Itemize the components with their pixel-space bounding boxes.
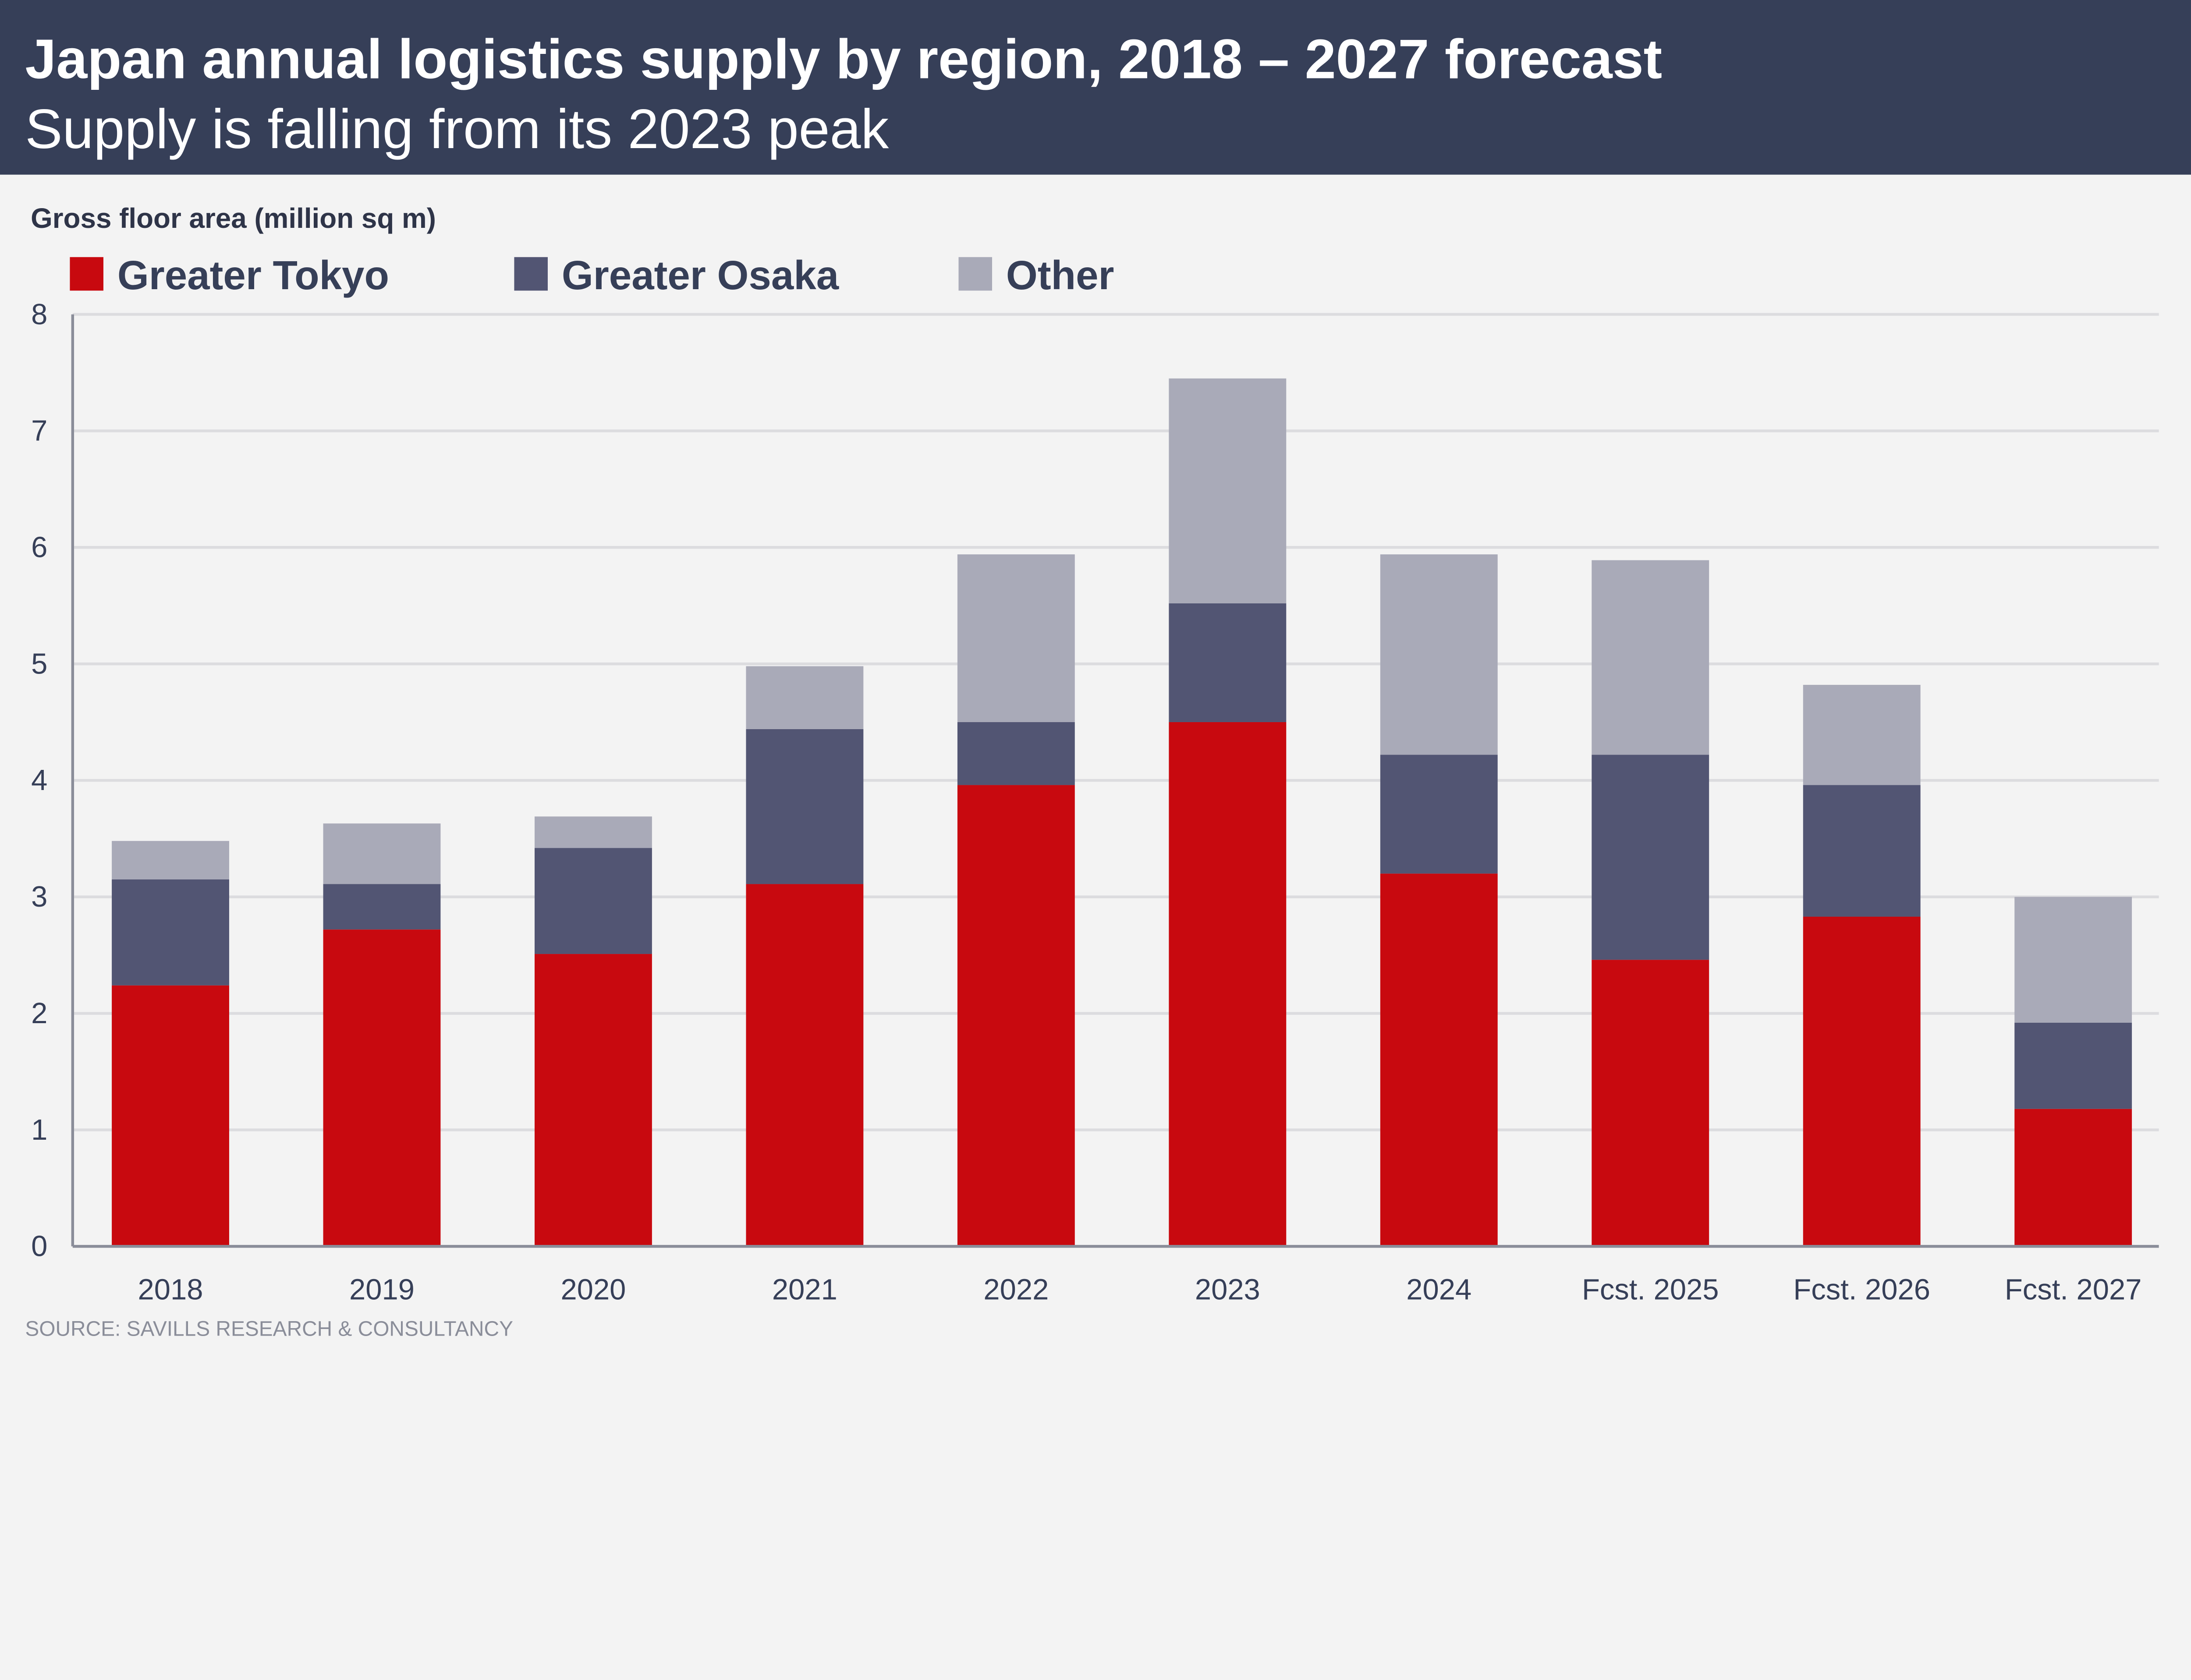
x-tick-label: Fcst. 2025 xyxy=(1582,1273,1719,1306)
chart-subtitle: Supply is falling from its 2023 peak xyxy=(25,98,889,160)
bar-other-2023 xyxy=(1169,378,1287,603)
y-tick-label: 3 xyxy=(31,880,47,913)
bar-greater-tokyo-2023 xyxy=(1169,722,1287,1247)
chart: Japan annual logistics supply by region,… xyxy=(0,0,2191,1341)
bar-other-2021 xyxy=(746,666,864,729)
x-tick-label: 2022 xyxy=(983,1273,1049,1306)
bar-greater-osaka-2020 xyxy=(535,848,652,954)
bar-greater-tokyo-2021 xyxy=(746,884,864,1247)
x-tick-labels: 2018 2019 2020 2021 2022 2023 2024 Fcst. 2025 Fc… xyxy=(138,1273,2142,1306)
x-tick-label: 2024 xyxy=(1406,1273,1471,1306)
bar-greater-tokyo-2018 xyxy=(112,985,229,1247)
bar-greater-tokyo-2022 xyxy=(957,785,1075,1247)
bar-greater-osaka-fcst-2025 xyxy=(1592,755,1709,960)
y-tick-label: 6 xyxy=(31,531,47,564)
bar-greater-osaka-2023 xyxy=(1169,603,1287,722)
bar-greater-tokyo-2020 xyxy=(535,954,652,1247)
legend-swatch-0 xyxy=(70,257,103,291)
bar-greater-tokyo-fcst-2025 xyxy=(1592,960,1709,1247)
bar-other-fcst-2025 xyxy=(1592,560,1709,755)
y-tick-label: 1 xyxy=(31,1113,47,1146)
x-tick-label: 2023 xyxy=(1195,1273,1260,1306)
bar-greater-tokyo-fcst-2026 xyxy=(1803,916,1921,1247)
legend: Greater Tokyo Greater Osaka Other xyxy=(70,252,1114,298)
y-axis-label: Gross floor area (million sq m) xyxy=(31,202,436,234)
bar-other-fcst-2027 xyxy=(2014,897,2132,1023)
legend-label: Greater Tokyo xyxy=(117,252,389,298)
legend-swatch-1 xyxy=(514,257,548,291)
x-tick-label: Fcst. 2026 xyxy=(1793,1273,1930,1306)
legend-label: Greater Osaka xyxy=(562,252,840,298)
x-tick-label: Fcst. 2027 xyxy=(2005,1273,2142,1306)
bar-greater-osaka-fcst-2026 xyxy=(1803,785,1921,917)
y-tick-label: 8 xyxy=(31,298,47,331)
bar-greater-tokyo-2019 xyxy=(323,929,441,1247)
bar-other-2018 xyxy=(112,841,229,879)
legend-label: Other xyxy=(1006,252,1114,298)
y-tick-label: 7 xyxy=(31,415,47,447)
x-tick-label: 2020 xyxy=(560,1273,626,1306)
x-tick-label: 2019 xyxy=(349,1273,415,1306)
x-tick-label: 2021 xyxy=(772,1273,837,1306)
bar-greater-osaka-2024 xyxy=(1380,755,1498,874)
bar-greater-osaka-fcst-2027 xyxy=(2014,1022,2132,1109)
bar-greater-tokyo-fcst-2027 xyxy=(2014,1109,2132,1247)
chart-title: Japan annual logistics supply by region,… xyxy=(25,28,1662,91)
legend-swatch-2 xyxy=(958,257,993,291)
y-tick-label: 2 xyxy=(31,997,47,1030)
y-tick-label: 0 xyxy=(31,1230,47,1263)
bar-other-fcst-2026 xyxy=(1803,684,1921,785)
source-note: SOURCE: SAVILLS RESEARCH & CONSULTANCY xyxy=(25,1317,513,1340)
bar-other-2022 xyxy=(957,554,1075,722)
bar-greater-osaka-2018 xyxy=(112,879,229,985)
bar-greater-osaka-2021 xyxy=(746,729,864,884)
bar-greater-osaka-2019 xyxy=(323,884,441,930)
x-tick-label: 2018 xyxy=(138,1273,203,1306)
bar-other-2019 xyxy=(323,823,441,884)
bar-other-2020 xyxy=(535,816,652,848)
bar-greater-tokyo-2024 xyxy=(1380,873,1498,1247)
bar-other-2024 xyxy=(1380,554,1498,755)
bars xyxy=(112,378,2132,1247)
y-tick-label: 5 xyxy=(31,647,47,680)
y-tick-label: 4 xyxy=(31,764,47,797)
bar-greater-osaka-2022 xyxy=(957,722,1075,785)
header-banner xyxy=(0,0,2191,175)
